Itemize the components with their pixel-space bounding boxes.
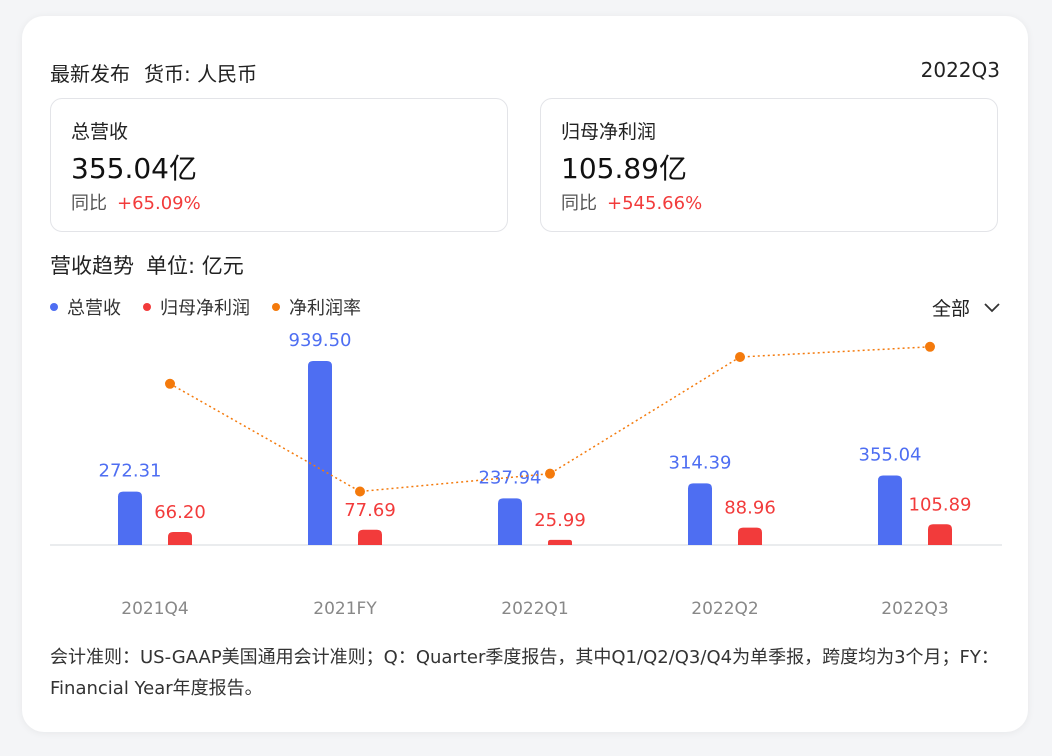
unit-label: 单位: 亿元 [146, 254, 244, 278]
bar-net-profit [738, 527, 762, 545]
metric-yoy: 同比 +65.09% [71, 189, 201, 215]
bar-revenue [878, 475, 902, 545]
data-label-revenue: 237.94 [479, 467, 542, 488]
yoy-change: +65.09% [117, 193, 201, 214]
data-label-net-profit: 66.20 [154, 502, 206, 523]
metric-value: 105.89亿 [561, 152, 687, 185]
bar-net-profit [548, 539, 572, 545]
data-label-revenue: 939.50 [289, 330, 352, 351]
legend-dot-icon [143, 303, 151, 311]
margin-line [169, 346, 931, 493]
margin-point [545, 468, 555, 479]
bar-net-profit [928, 524, 952, 545]
bar-net-profit [358, 529, 382, 545]
data-label-net-profit: 77.69 [344, 500, 396, 521]
metric-label: 归母净利润 [561, 121, 657, 143]
chart-legend: 总营收 归母净利润 净利润率 [50, 294, 361, 320]
data-label-revenue: 355.04 [859, 444, 922, 465]
data-label-revenue: 314.39 [669, 452, 732, 473]
legend-label: 归母净利润 [160, 298, 250, 319]
bar-revenue [118, 491, 142, 545]
x-tick-label: 2022Q2 [691, 599, 758, 619]
legend-item-margin[interactable]: 净利润率 [272, 294, 361, 320]
header-title: 最新发布 [50, 62, 130, 86]
legend-dot-icon [272, 303, 280, 311]
section-title: 营收趋势 [50, 254, 134, 278]
legend-label: 总营收 [67, 298, 121, 319]
revenue-trend-header: 营收趋势 单位: 亿元 [50, 250, 244, 280]
bar-revenue [308, 361, 332, 545]
metric-value: 355.04亿 [71, 152, 197, 185]
bar-revenue [688, 483, 712, 545]
metric-label: 总营收 [71, 121, 129, 143]
report-period: 2022Q3 [920, 58, 1000, 82]
metric-card-net-profit[interactable]: 归母净利润 105.89亿 同比 +545.66% [540, 98, 998, 232]
latest-release-header: 最新发布 货币: 人民币 [50, 58, 257, 87]
x-tick-label: 2021FY [313, 599, 377, 619]
data-label-net-profit: 25.99 [534, 510, 586, 531]
period-filter-dropdown[interactable]: 全部 [932, 294, 1000, 321]
data-label-net-profit: 105.89 [909, 494, 972, 515]
data-label-net-profit: 88.96 [724, 498, 776, 519]
x-tick-label: 2022Q3 [881, 599, 948, 619]
accounting-footnote: 会计准则：US-GAAP美国通用会计准则；Q：Quarter季度报告，其中Q1/… [50, 647, 999, 699]
metric-yoy: 同比 +545.66% [561, 189, 702, 215]
x-tick-label: 2022Q1 [501, 599, 568, 619]
bar-net-profit [168, 532, 192, 545]
yoy-label: 同比 [71, 193, 107, 214]
legend-label: 净利润率 [289, 298, 361, 319]
margin-point [165, 378, 175, 389]
metric-card-revenue[interactable]: 总营收 355.04亿 同比 +65.09% [50, 98, 508, 232]
chevron-down-icon [984, 302, 1000, 312]
margin-point [925, 341, 935, 352]
currency-label: 货币: 人民币 [144, 62, 258, 86]
legend-dot-icon [50, 303, 58, 311]
yoy-label: 同比 [561, 193, 597, 214]
yoy-change: +545.66% [607, 193, 703, 214]
x-tick-label: 2021Q4 [121, 599, 188, 619]
bar-revenue [498, 498, 522, 545]
revenue-trend-chart: 272.31 66.20 2021Q4 939.50 77.69 2021FY 237.94… [50, 330, 1002, 619]
data-label-revenue: 272.31 [99, 461, 162, 482]
legend-item-net-profit[interactable]: 归母净利润 [143, 294, 250, 320]
finance-card: 最新发布 货币: 人民币 2022Q3 总营收 355.04亿 同比 +65.09%… [22, 16, 1028, 732]
legend-item-revenue[interactable]: 总营收 [50, 294, 121, 320]
margin-point [355, 486, 365, 497]
margin-point [735, 352, 745, 362]
filter-label: 全部 [931, 298, 970, 320]
